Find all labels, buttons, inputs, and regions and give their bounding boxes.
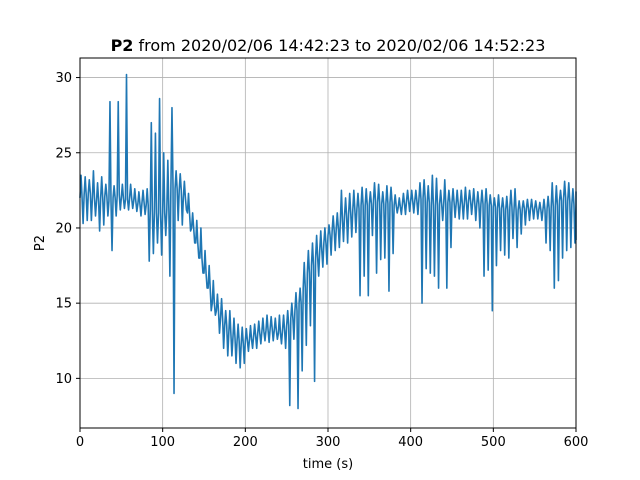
x-axis-label: time (s) <box>303 457 353 472</box>
x-tick-label: 400 <box>398 435 423 450</box>
x-axis-ticks: 0 100 200 300 400 500 600 <box>76 428 589 450</box>
x-tick-label: 300 <box>316 435 341 450</box>
x-tick-label: 100 <box>150 435 175 450</box>
y-axis-label: P2 <box>33 235 48 251</box>
y-tick-label: 15 <box>55 297 72 312</box>
y-tick-label: 30 <box>55 71 72 86</box>
y-tick-label: 25 <box>55 146 72 161</box>
x-tick-label: 200 <box>233 435 258 450</box>
x-tick-label: 600 <box>564 435 589 450</box>
y-tick-label: 20 <box>55 221 72 236</box>
chart-title-bold: P2 <box>111 36 134 55</box>
chart-title-rest: from 2020/02/06 14:42:23 to 2020/02/06 1… <box>133 36 545 55</box>
chart-title: P2 from 2020/02/06 14:42:23 to 2020/02/0… <box>111 36 546 55</box>
data-series <box>79 73 577 410</box>
y-axis-ticks: 10 15 20 25 30 <box>55 71 80 387</box>
x-tick-label: 500 <box>481 435 506 450</box>
p2-series-line <box>79 73 577 410</box>
y-tick-label: 10 <box>55 372 72 387</box>
x-tick-label: 0 <box>76 435 84 450</box>
